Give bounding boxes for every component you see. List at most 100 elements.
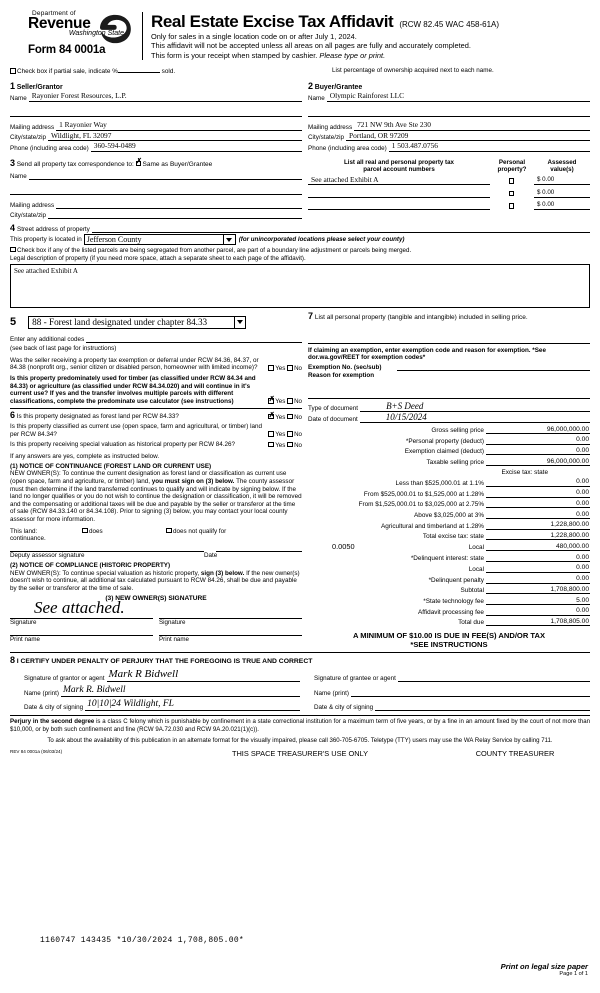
delinquent-interest-state-input[interactable]: 0.00 [486,554,590,563]
does-not-qualify-checkbox[interactable] [166,527,172,534]
assessed-value-input[interactable]: $ 0.00 [534,201,590,211]
predominate-no-checkbox[interactable] [287,398,293,404]
legal-description-input[interactable]: See attached Exhibit A [10,263,590,308]
local-excise-input[interactable]: 480,000.00 [486,543,590,552]
assessed-value-input[interactable]: $ 0.00 [534,176,590,186]
signature-label-1: Signature [10,619,37,627]
same-as-buyer-checkbox[interactable] [135,159,141,167]
forest-land-answers[interactable]: Yes No [266,412,302,421]
does-qualify-checkbox[interactable] [82,527,88,534]
use-code-select[interactable]: 88 - Forest land designated under chapte… [28,315,247,329]
forest-no-checkbox[interactable] [287,413,293,420]
buyer-address-input[interactable]: 721 NW 9th Ave Ste 230 [354,120,590,131]
does-qualify-option[interactable]: does [82,527,166,535]
historic-answers[interactable]: Yes No [266,441,302,449]
ag-timber-input[interactable]: 1,228,800.00 [486,521,590,530]
historic-no-checkbox[interactable] [287,441,293,448]
bracket2-input[interactable]: 0.00 [486,489,590,498]
subtotal-input[interactable]: 1,708,800.00 [486,586,590,595]
partial-sale-checkbox[interactable] [10,68,16,74]
bracket3-input[interactable]: 0.00 [486,500,590,509]
correspondence-name-line2[interactable] [10,186,302,195]
assessed-value-text: $ 0.00 [537,188,555,196]
seller-section: 1 Seller/Grantor Name Rayonier Forest Res… [10,81,302,152]
correspondence-address-input[interactable] [56,200,302,209]
buyer-name-input[interactable]: Olympic Rainforest LLC [326,91,590,102]
parcel-number-input[interactable] [308,189,490,198]
predominate-yes-checkbox[interactable] [268,396,274,404]
grantee-signature-input[interactable] [397,671,590,683]
grantee-date-input[interactable] [375,700,590,712]
seller-name-line2[interactable] [10,108,302,117]
predominate-use-answers[interactable]: Yes No [266,396,302,405]
money-row: Exemption claimed (deduct) 0.00 [308,447,590,456]
parcel-number-input[interactable] [308,201,490,211]
buyer-city-input[interactable]: Portland, OR 97209 [346,131,590,142]
document-date-input[interactable]: 10/15/2024 [359,412,590,424]
buyer-phone-input[interactable]: 1 503.487.0756 [388,141,590,152]
current-use-no-checkbox[interactable] [287,431,293,437]
new-owner-signature-input-1[interactable]: See attached. [10,598,153,620]
grantor-date-input[interactable]: 10|10|24 Wildlight, FL [85,699,300,712]
personal-property-input[interactable] [308,322,590,344]
tech-fee-input[interactable]: 5.00 [486,596,590,605]
does-not-qualify-option[interactable]: does not qualify for [166,527,226,535]
parcel-number-input[interactable]: See attached Exhibit A [308,175,490,186]
deputy-assessor-date-input[interactable] [216,550,302,552]
grantor-signature-input[interactable]: Mark R Bidwell [106,668,300,683]
bracket1-input[interactable]: 0.00 [486,478,590,487]
exemption-yes-checkbox[interactable] [268,365,274,371]
personal-property-checkbox[interactable] [508,190,514,197]
correspondence-name-input[interactable] [28,171,302,180]
perjury-rest: is a class C felony which is punishable … [10,718,590,733]
new-owner-signature-input-2[interactable] [159,604,302,620]
money-row: *Delinquent interest: state 0.00 [308,554,590,563]
chevron-down-icon[interactable] [223,235,234,245]
exemption-reason-input[interactable] [308,379,590,400]
delinquent-interest-local-input[interactable]: 0.00 [486,564,590,573]
partial-sale-percent-input[interactable] [117,67,160,74]
personal-property-col-header: Personal property? [490,159,534,173]
assessed-value-input[interactable]: $ 0.00 [534,189,590,198]
processing-fee-input[interactable]: 0.00 [486,607,590,616]
seller-address-input[interactable]: 1 Rayonier Way [56,120,302,131]
exemption-answers[interactable]: Yes No [266,365,302,372]
seller-city-input[interactable]: Wildlight, FL 32097 [48,131,302,142]
total-due-value: 1,708,805.00 [550,617,589,625]
section6-number: 6 [10,410,16,421]
gross-selling-price-input[interactable]: 96,000,000.00 [486,426,590,435]
additional-codes-input[interactable] [86,334,302,343]
county-select[interactable]: Jefferson County [83,234,236,246]
grantee-name-input[interactable] [351,686,590,697]
grantor-name-input[interactable]: Mark R. Bidwell [61,685,300,697]
total-due-input[interactable]: 1,708,805.00 [486,618,590,627]
total-excise-state-input[interactable]: 1,228,800.00 [486,532,590,541]
money-row: Less than $525,000.01 at 1.1% 0.00 [308,478,590,487]
taxable-selling-price-input[interactable]: 96,000,000.00 [486,458,590,467]
deputy-assessor-signature-input[interactable] [10,550,204,552]
partial-sale-field[interactable]: Check box if partial sale, indicate % so… [10,67,175,75]
document-type-input[interactable]: B+S Deed [360,401,590,413]
segregate-checkbox[interactable] [10,246,16,253]
historic-yes-checkbox[interactable] [268,441,274,448]
new-owner-print-input-1[interactable] [10,626,153,637]
forest-yes-checkbox[interactable] [268,412,274,420]
personal-property-deduct-input[interactable]: 0.00 [486,436,590,445]
buyer-name-line2[interactable] [308,108,590,117]
exemption-no-input[interactable] [397,363,590,371]
correspondence-city-input[interactable] [48,210,302,220]
personal-property-checkbox[interactable] [508,178,514,184]
seller-phone-input[interactable]: 360-594-0489 [90,141,302,152]
exemption-claimed-input[interactable]: 0.00 [486,447,590,456]
personal-property-checkbox[interactable] [508,203,514,209]
current-use-answers[interactable]: Yes No [266,431,302,438]
exemption-no-checkbox[interactable] [287,365,293,371]
bracket4-input[interactable]: 0.00 [486,510,590,519]
delinquent-penalty-input[interactable]: 0.00 [486,575,590,584]
seller-name-input[interactable]: Rayonier Forest Resources, L.P. [28,91,302,102]
street-address-input[interactable] [91,224,590,234]
chevron-down-icon[interactable] [234,316,245,328]
assessed-value-col-header: Assessed value(s) [534,159,590,173]
new-owner-print-input-2[interactable] [159,626,302,637]
current-use-yes-checkbox[interactable] [268,431,274,437]
